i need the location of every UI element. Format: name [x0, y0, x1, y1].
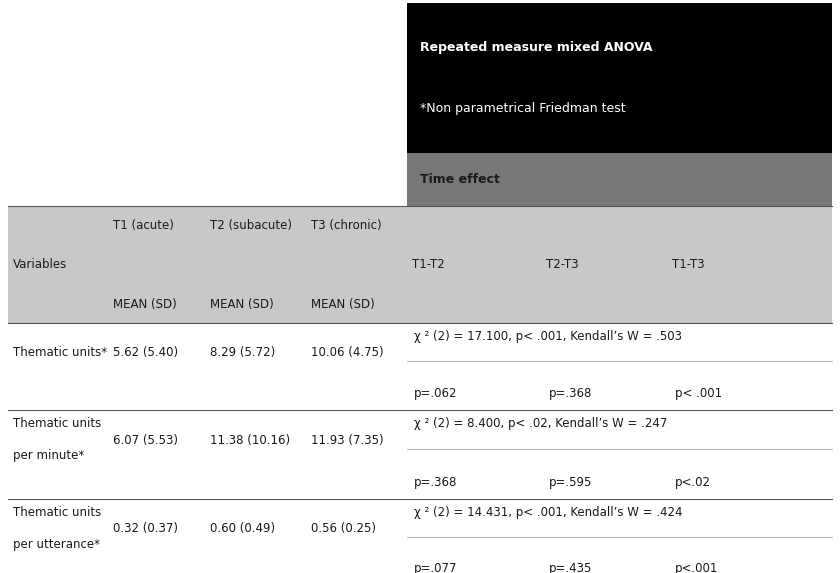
Text: 5.62 (5.40): 5.62 (5.40): [113, 346, 179, 359]
Bar: [407, 154, 832, 206]
Text: MEAN (SD): MEAN (SD): [210, 298, 274, 311]
Text: 6.07 (5.53): 6.07 (5.53): [113, 434, 178, 447]
Text: Thematic units*: Thematic units*: [13, 346, 107, 359]
Text: Thematic units: Thematic units: [13, 417, 101, 430]
Text: per utterance*: per utterance*: [13, 538, 100, 551]
Text: Time effect: Time effect: [420, 174, 500, 186]
Text: 10.06 (4.75): 10.06 (4.75): [311, 346, 383, 359]
Text: T2-T3: T2-T3: [546, 258, 579, 272]
Text: MEAN (SD): MEAN (SD): [311, 298, 375, 311]
Text: MEAN (SD): MEAN (SD): [113, 298, 177, 311]
Text: p=.368: p=.368: [414, 476, 458, 489]
Text: Repeated measure mixed ANOVA: Repeated measure mixed ANOVA: [420, 41, 653, 54]
Text: *Non parametrical Friedman test: *Non parametrical Friedman test: [420, 102, 626, 115]
Text: 8.29 (5.72): 8.29 (5.72): [210, 346, 276, 359]
Text: 11.38 (10.16): 11.38 (10.16): [210, 434, 290, 447]
Text: T1 (acute): T1 (acute): [113, 219, 174, 231]
Bar: [407, 3, 832, 154]
Text: χ ² (2) = 14.431, p< .001, Kendall’s W = .424: χ ² (2) = 14.431, p< .001, Kendall’s W =…: [414, 506, 683, 519]
Text: p=.435: p=.435: [549, 562, 592, 573]
Text: T3 (chronic): T3 (chronic): [311, 219, 381, 231]
Text: T1-T3: T1-T3: [672, 258, 705, 272]
Text: p=.077: p=.077: [414, 562, 458, 573]
Text: Thematic units: Thematic units: [13, 506, 101, 519]
Text: 0.56 (0.25): 0.56 (0.25): [311, 522, 375, 535]
Text: T2 (subacute): T2 (subacute): [210, 219, 292, 231]
Text: p=.062: p=.062: [414, 387, 458, 399]
Text: χ ² (2) = 8.400, p< .02, Kendall’s W = .247: χ ² (2) = 8.400, p< .02, Kendall’s W = .…: [414, 417, 668, 430]
Text: 0.32 (0.37): 0.32 (0.37): [113, 522, 178, 535]
Bar: [8, 206, 832, 323]
Text: Variables: Variables: [13, 258, 67, 272]
Text: 0.60 (0.49): 0.60 (0.49): [210, 522, 276, 535]
Text: per minute*: per minute*: [13, 449, 84, 462]
Text: 11.93 (7.35): 11.93 (7.35): [311, 434, 383, 447]
Text: p< .001: p< .001: [675, 387, 722, 399]
Text: p=.595: p=.595: [549, 476, 592, 489]
Text: p<.02: p<.02: [675, 476, 711, 489]
Text: p<.001: p<.001: [675, 562, 718, 573]
Text: T1-T2: T1-T2: [412, 258, 444, 272]
Text: χ ² (2) = 17.100, p< .001, Kendall’s W = .503: χ ² (2) = 17.100, p< .001, Kendall’s W =…: [414, 330, 682, 343]
Text: p=.368: p=.368: [549, 387, 592, 399]
